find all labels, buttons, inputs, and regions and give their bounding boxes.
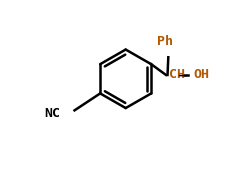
Text: CH: CH	[169, 68, 185, 81]
Text: NC: NC	[45, 107, 61, 120]
Text: OH: OH	[194, 68, 210, 81]
Text: —: —	[179, 68, 187, 81]
Text: Ph: Ph	[157, 35, 173, 48]
